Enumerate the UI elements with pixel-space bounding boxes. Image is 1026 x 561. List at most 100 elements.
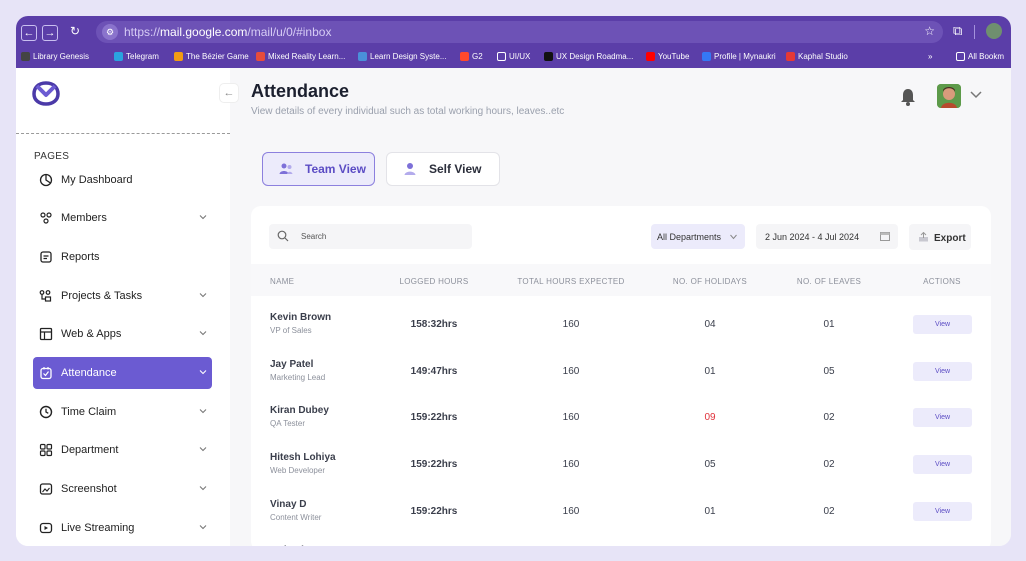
cell-holidays: 05 bbox=[704, 459, 716, 470]
chevron-down-icon[interactable] bbox=[199, 368, 207, 376]
view-row-button[interactable]: View bbox=[913, 408, 972, 427]
bookmark-label: Library Genesis bbox=[33, 52, 90, 61]
forward-arrow-icon[interactable]: → bbox=[42, 25, 58, 41]
employee-name: Mahesh K bbox=[270, 545, 317, 546]
sidebar-item-attendance[interactable]: Attendance bbox=[33, 357, 212, 389]
chevron-down-icon[interactable] bbox=[199, 523, 207, 531]
sidebar-item-screenshot[interactable]: Screenshot bbox=[33, 473, 212, 505]
bookmark-item[interactable]: G2 bbox=[460, 52, 483, 61]
department-dropdown[interactable]: All Departments bbox=[651, 224, 745, 249]
bookmark-favicon-icon bbox=[544, 52, 553, 61]
employee-name: Kevin Brown bbox=[270, 312, 332, 323]
sidebar-item-label: Live Streaming bbox=[61, 522, 135, 534]
bookmark-label: Kaphal Studio bbox=[798, 52, 848, 61]
reload-icon[interactable]: ↻ bbox=[70, 24, 81, 38]
browser-window: ← → ↻ ⚙ https://mail.google.com/mail/u/0… bbox=[16, 16, 1011, 546]
employee-name: Vinay D bbox=[270, 499, 307, 510]
cell-expected: 160 bbox=[562, 319, 580, 330]
view-row-button[interactable]: View bbox=[913, 362, 972, 381]
app-logo bbox=[32, 81, 60, 106]
members-icon bbox=[39, 211, 53, 225]
employee-role: Content Writer bbox=[270, 513, 322, 522]
department-icon bbox=[39, 443, 53, 457]
date-range-picker[interactable]: 2 Jun 2024 - 4 Jul 2024 bbox=[756, 224, 898, 249]
bookmark-item[interactable]: Profile | Mynaukri bbox=[702, 52, 776, 61]
employee-name: Kiran Dubey bbox=[270, 405, 329, 416]
table-row: Vinay D Content Writer 159:22hrs 160 01 02 Vie… bbox=[251, 493, 991, 540]
extensions-icon[interactable]: ⧉ bbox=[953, 23, 963, 38]
bookmark-star-icon[interactable]: ☆ bbox=[924, 24, 935, 38]
table-row: Kevin Brown VP of Sales 158:32hrs 160 04 01 Vi… bbox=[251, 306, 991, 353]
web-apps-icon bbox=[39, 327, 53, 341]
sidebar-item-web-apps[interactable]: Web & Apps bbox=[33, 318, 212, 350]
sidebar-item-live-streaming[interactable]: Live Streaming bbox=[33, 512, 212, 544]
sidebar-item-label: Department bbox=[61, 444, 119, 456]
view-row-button[interactable]: View bbox=[913, 455, 972, 474]
cell-logged: 159:22hrs bbox=[410, 412, 458, 423]
all-bookmarks-button[interactable]: All Bookm bbox=[956, 52, 1004, 61]
team-view-button[interactable]: Team View bbox=[262, 152, 375, 186]
sidebar-item-my-dashboard[interactable]: My Dashboard bbox=[33, 164, 212, 196]
bookmark-item[interactable]: Library Genesis bbox=[21, 52, 89, 61]
attendance-icon bbox=[39, 366, 53, 380]
bookmarks-overflow-button[interactable]: » bbox=[928, 52, 933, 61]
employee-role: Web Developer bbox=[270, 466, 325, 475]
employee-role: QA Tester bbox=[270, 419, 305, 428]
profile-avatar[interactable] bbox=[986, 23, 1002, 39]
cell-logged: 149:47hrs bbox=[410, 366, 458, 377]
collapse-sidebar-icon[interactable]: ← bbox=[220, 84, 238, 102]
cell-expected: 160 bbox=[562, 506, 580, 517]
bookmark-item[interactable]: Mixed Reality Learn... bbox=[256, 52, 345, 61]
chevron-down-icon[interactable] bbox=[199, 407, 207, 415]
site-settings-icon[interactable]: ⚙ bbox=[102, 24, 118, 40]
clock-icon bbox=[39, 405, 53, 419]
bookmark-item[interactable]: YouTube bbox=[646, 52, 689, 61]
bookmark-label: UI/UX bbox=[509, 52, 531, 61]
sidebar-item-department[interactable]: Department bbox=[33, 434, 212, 466]
chevron-down-icon[interactable] bbox=[199, 213, 207, 221]
bell-icon[interactable] bbox=[900, 88, 916, 106]
back-arrow-icon[interactable]: ← bbox=[21, 25, 37, 41]
search-input[interactable]: Search bbox=[269, 224, 472, 249]
attendance-card: Search All Departments 2 Jun 2024 - 4 Ju… bbox=[251, 206, 991, 546]
sidebar-section-label: PAGES bbox=[34, 151, 70, 162]
bookmark-label: G2 bbox=[472, 52, 483, 61]
chevron-down-icon[interactable] bbox=[970, 90, 982, 100]
column-header: NO. OF LEAVES bbox=[796, 277, 862, 286]
sidebar-divider bbox=[16, 133, 230, 134]
view-row-button[interactable]: View bbox=[913, 502, 972, 521]
table-row: Mahesh K159:22hrs1600402View bbox=[251, 539, 991, 546]
bookmark-item[interactable]: UX Design Roadma... bbox=[544, 52, 633, 61]
cell-leaves: 02 bbox=[823, 412, 835, 423]
table-header: NAME LOGGED HOURS TOTAL HOURS EXPECTED NO. … bbox=[251, 264, 991, 296]
sidebar-item-reports[interactable]: Reports bbox=[33, 241, 212, 273]
self-view-button[interactable]: Self View bbox=[386, 152, 500, 186]
sidebar-item-time-claim[interactable]: Time Claim bbox=[33, 396, 212, 428]
chevron-down-icon[interactable] bbox=[199, 484, 207, 492]
bookmark-item[interactable]: UI/UX bbox=[497, 52, 530, 61]
cell-expected: 160 bbox=[562, 366, 580, 377]
table-row: Jay Patel Marketing Lead 149:47hrs 160 01 05 V… bbox=[251, 353, 991, 400]
employee-name: Hitesh Lohiya bbox=[270, 452, 336, 463]
department-value: All Departments bbox=[657, 232, 722, 242]
sidebar-item-label: Members bbox=[61, 212, 107, 224]
chevron-down-icon bbox=[730, 234, 737, 240]
user-avatar[interactable] bbox=[937, 84, 961, 108]
employee-role: Marketing Lead bbox=[270, 373, 326, 382]
team-icon bbox=[279, 162, 293, 176]
chevron-down-icon[interactable] bbox=[199, 329, 207, 337]
sidebar-item-label: Web & Apps bbox=[61, 328, 122, 340]
address-bar[interactable]: ⚙ https://mail.google.com/mail/u/0/#inbo… bbox=[96, 21, 943, 43]
view-row-button[interactable]: View bbox=[913, 315, 972, 334]
sidebar-item-projects-tasks[interactable]: Projects & Tasks bbox=[33, 280, 212, 312]
sidebar-item-members[interactable]: Members bbox=[33, 202, 212, 234]
bookmark-item[interactable]: Learn Design Syste... bbox=[358, 52, 446, 61]
bookmark-item[interactable]: Telegram bbox=[114, 52, 159, 61]
export-button[interactable]: Export bbox=[909, 224, 971, 250]
browser-toolbar: ← → ↻ ⚙ https://mail.google.com/mail/u/0… bbox=[16, 16, 1011, 48]
bookmark-item[interactable]: Kaphal Studio bbox=[786, 52, 848, 61]
chevron-down-icon[interactable] bbox=[199, 291, 207, 299]
bookmark-item[interactable]: The Bézier Game bbox=[174, 52, 249, 61]
chevron-down-icon[interactable] bbox=[199, 445, 207, 453]
toolbar-divider bbox=[974, 25, 975, 39]
